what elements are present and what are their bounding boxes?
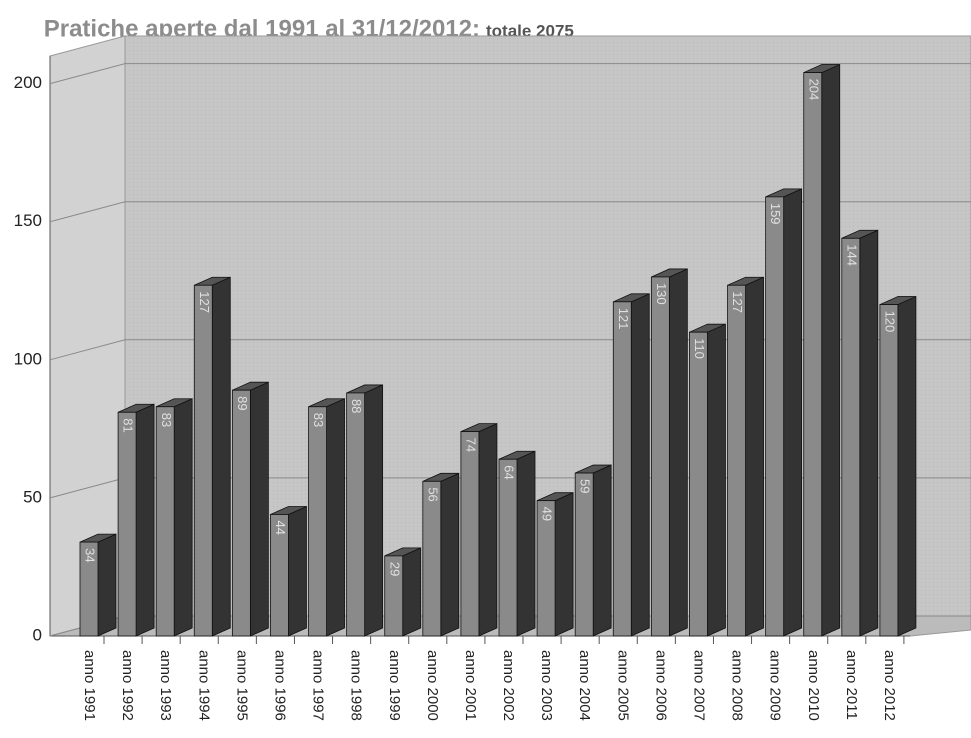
bar — [765, 196, 785, 637]
x-tick-label: anno 2006 — [652, 650, 669, 721]
data-label: 34 — [83, 548, 98, 562]
bar-side — [745, 276, 764, 637]
data-label: 110 — [692, 338, 707, 359]
data-label: 121 — [616, 308, 631, 330]
x-tick-label: anno 2007 — [690, 650, 707, 721]
grid-line — [49, 63, 971, 85]
bar-side — [402, 547, 422, 637]
bar — [689, 331, 708, 637]
bar — [727, 284, 746, 637]
data-label: 81 — [121, 418, 136, 432]
x-tick-label: anno 2003 — [538, 650, 555, 721]
bar-side — [783, 188, 803, 637]
x-tick-label: anno 2001 — [462, 650, 479, 721]
grid-line — [49, 201, 971, 223]
data-label: 127 — [197, 291, 212, 313]
x-tick-label: anno 1991 — [81, 650, 98, 721]
bar — [650, 276, 670, 637]
x-tick-label: anno 1995 — [233, 650, 250, 721]
y-tick-label: 100 — [14, 349, 42, 368]
data-label: 130 — [654, 283, 669, 305]
data-label: 89 — [235, 396, 250, 410]
bar-side — [249, 381, 269, 637]
bar-side — [440, 472, 460, 637]
grid-line — [49, 339, 971, 361]
bar-side — [668, 268, 688, 637]
bar-side — [554, 492, 574, 637]
bar — [879, 304, 899, 637]
x-tick-label: anno 2000 — [424, 650, 441, 721]
data-label: 64 — [502, 465, 517, 479]
bar — [270, 514, 289, 637]
x-tick-label: anno 1997 — [310, 650, 327, 721]
y-tick-label: 0 — [33, 625, 42, 644]
bar — [612, 301, 632, 637]
data-label: 127 — [730, 291, 745, 313]
x-tick-label: anno 2009 — [767, 650, 784, 721]
x-tick-label: anno 1993 — [157, 650, 174, 721]
x-tick-label: anno 2012 — [881, 650, 898, 721]
y-tick-label: 50 — [23, 487, 42, 506]
x-tick-label: anno 1992 — [119, 650, 136, 721]
data-label: 120 — [882, 311, 897, 333]
bar-side — [97, 533, 117, 637]
x-tick-label: anno 2002 — [500, 650, 517, 721]
data-label: 88 — [349, 399, 364, 413]
x-tick-label: anno 1998 — [348, 650, 365, 721]
bar — [117, 411, 137, 637]
bar — [498, 458, 518, 637]
bar — [574, 472, 594, 637]
bar — [384, 555, 404, 637]
data-label: 83 — [159, 413, 174, 427]
bar-side — [516, 450, 536, 637]
data-label: 83 — [311, 413, 326, 427]
x-tick-label: anno 2005 — [614, 650, 631, 721]
bar-side — [173, 398, 193, 637]
x-tick-label: anno 2010 — [805, 650, 822, 721]
x-tick-label: anno 1994 — [195, 650, 212, 721]
bar-side — [859, 229, 879, 637]
bar — [346, 392, 366, 637]
data-label: 29 — [387, 562, 402, 576]
bar — [79, 541, 99, 637]
data-label: 44 — [273, 520, 288, 534]
bar-side — [821, 63, 841, 637]
data-label: 59 — [578, 479, 593, 493]
y-tick-label: 200 — [14, 73, 42, 92]
bar — [422, 480, 442, 637]
x-tick-label: anno 1996 — [271, 650, 288, 721]
bar-side — [478, 423, 498, 637]
data-label: 74 — [463, 438, 478, 452]
bar — [155, 406, 175, 637]
bar-side — [897, 295, 917, 637]
data-label: 144 — [844, 244, 859, 266]
bar — [231, 389, 251, 637]
y-tick-label: 150 — [14, 211, 42, 230]
bar — [460, 431, 480, 637]
bar — [193, 284, 213, 637]
bar — [536, 500, 556, 637]
x-tick-label: anno 2008 — [729, 650, 746, 721]
data-label: 56 — [425, 487, 440, 501]
data-label: 159 — [768, 203, 783, 225]
bar-side — [211, 276, 231, 637]
x-tick-label: anno 2004 — [576, 650, 593, 721]
bar — [803, 72, 823, 637]
bar-side — [630, 293, 650, 637]
bar-side — [135, 403, 155, 637]
bar-side — [288, 505, 307, 637]
bar-side — [364, 384, 384, 637]
bar-side — [707, 323, 726, 637]
bar-side — [326, 398, 345, 637]
bar-side — [592, 464, 612, 637]
x-tick-label: anno 1999 — [386, 650, 403, 721]
x-tick-label: anno 2011 — [843, 650, 860, 720]
bar — [841, 237, 861, 637]
data-label: 49 — [540, 507, 555, 521]
data-label: 204 — [806, 79, 821, 101]
bar — [308, 406, 327, 637]
